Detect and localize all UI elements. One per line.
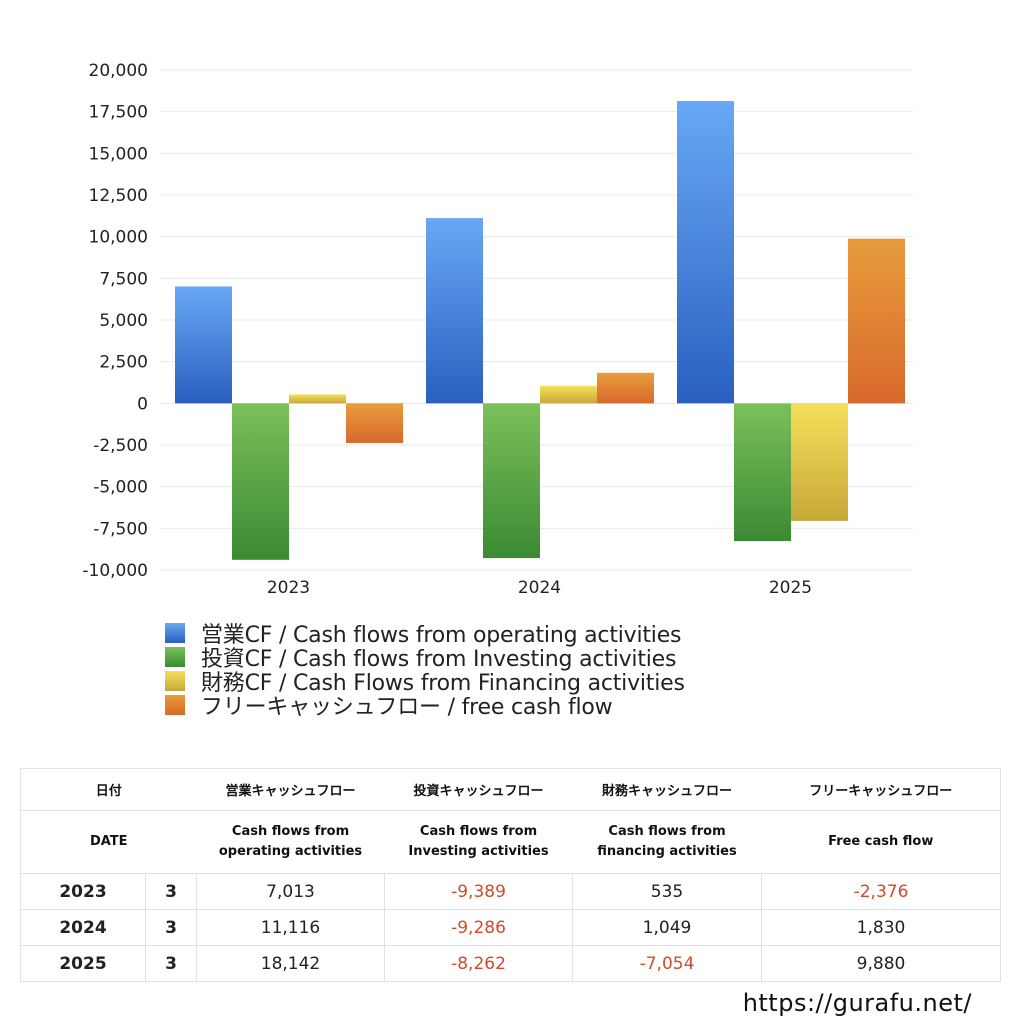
bar-investing-2023 [232,403,289,560]
y-tick-label: 15,000 [89,144,148,164]
legend-item-financing: 財務CF / Cash Flows from Financing activit… [165,669,685,696]
row-financing: -7,054 [572,945,763,982]
row-year: 2025 [20,945,146,982]
bar-financing-2024 [540,385,597,404]
header-free-en: Free cash flow [761,810,1002,874]
header-financing-en: Cash flows from financing activities [572,810,762,874]
legend-item-investing: 投資CF / Cash flows from Investing activit… [165,645,685,672]
x-tick-label: 2023 [267,578,310,598]
legend-swatch-free [165,695,185,715]
y-tick-label: -2,500 [93,436,148,456]
header-operating-en: Cash flows from operating activities [196,810,385,874]
legend-label-free: フリーキャッシュフロー / free cash flow [201,695,613,720]
y-tick-label: 12,500 [89,186,148,206]
y-tick-label: 10,000 [89,228,148,248]
y-tick-label: -7,500 [93,519,148,539]
legend-label-financing: 財務CF / Cash Flows from Financing activit… [201,671,685,696]
y-tick-label: 20,000 [89,61,148,81]
bar-free-2023 [346,403,403,443]
bar-free-2024 [597,372,654,404]
legend-label-operating: 営業CF / Cash flows from operating activit… [201,623,682,648]
row-investing: -8,262 [384,945,574,982]
bar-investing-2024 [483,403,540,559]
bar-operating-2025 [677,100,734,404]
legend-item-free: フリーキャッシュフロー / free cash flow [165,693,685,720]
x-tick-label: 2025 [769,578,812,598]
y-tick-label: 17,500 [89,103,148,123]
cash-flow-table: 日付 営業キャッシュフロー 投資キャッシュフロー 財務キャッシュフロー フリーキ… [19,768,1002,982]
bar-operating-2024 [426,218,483,404]
row-free: 9,880 [761,945,1002,982]
row-operating: 11,116 [196,909,386,946]
row-financing: 1,049 [572,909,763,946]
bar-operating-2023 [175,286,232,404]
header-financing-jp: 財務キャッシュフロー [572,768,762,811]
table-row: 2024 3 11,116 -9,286 1,049 1,830 [20,909,1002,946]
y-tick-label: -5,000 [93,478,148,498]
cash-flow-chart: 20,000 17,500 15,000 12,500 10,000 7,500 5,000… [82,61,913,598]
header-date-jp: 日付 [19,768,197,811]
x-axis-ticks: 2023 2024 2025 [267,578,812,598]
legend-swatch-financing [165,671,185,691]
row-investing: -9,389 [384,873,574,910]
table-header-row-en: DATE Cash flows from operating activities… [19,810,1002,874]
table-row: 2025 3 18,142 -8,262 -7,054 9,880 [20,945,1002,982]
header-free-jp: フリーキャッシュフロー [761,768,1002,811]
header-investing-jp: 投資キャッシュフロー [384,768,573,811]
legend-item-operating: 営業CF / Cash flows from operating activit… [165,621,685,648]
site-url: https://gurafu.net/ [742,989,972,1017]
legend-swatch-operating [165,623,185,643]
header-operating-jp: 営業キャッシュフロー [196,768,385,811]
bar-financing-2025 [791,403,848,521]
table-header-row-jp: 日付 営業キャッシュフロー 投資キャッシュフロー 財務キャッシュフロー フリーキ… [19,768,1002,811]
header-investing-en: Cash flows from Investing activities [384,810,573,874]
legend: 営業CF / Cash flows from operating activit… [165,621,685,720]
y-tick-label: -10,000 [82,561,148,581]
row-year: 2024 [20,909,146,946]
row-free: 1,830 [761,909,1002,946]
y-tick-label: 0 [137,394,148,414]
row-month: 3 [144,873,198,910]
bar-free-2025 [848,238,905,404]
row-investing: -9,286 [384,909,574,946]
x-tick-label: 2024 [518,578,561,598]
table-row: 2023 3 7,013 -9,389 535 -2,376 [20,873,1002,910]
y-tick-label: 7,500 [99,269,148,289]
y-axis-ticks: 20,000 17,500 15,000 12,500 10,000 7,500 5,000… [82,61,148,581]
bars [175,100,905,560]
legend-swatch-investing [165,647,185,667]
row-financing: 535 [572,873,763,910]
bar-investing-2025 [734,403,791,542]
row-month: 3 [144,909,198,946]
y-tick-label: 2,500 [99,353,148,373]
row-month: 3 [144,945,198,982]
y-tick-label: 5,000 [99,311,148,331]
bar-financing-2023 [289,394,346,404]
row-year: 2023 [20,873,146,910]
row-operating: 7,013 [196,873,386,910]
row-operating: 18,142 [196,945,386,982]
row-free: -2,376 [761,873,1002,910]
header-date-en: DATE [19,810,197,874]
legend-label-investing: 投資CF / Cash flows from Investing activit… [201,647,677,672]
